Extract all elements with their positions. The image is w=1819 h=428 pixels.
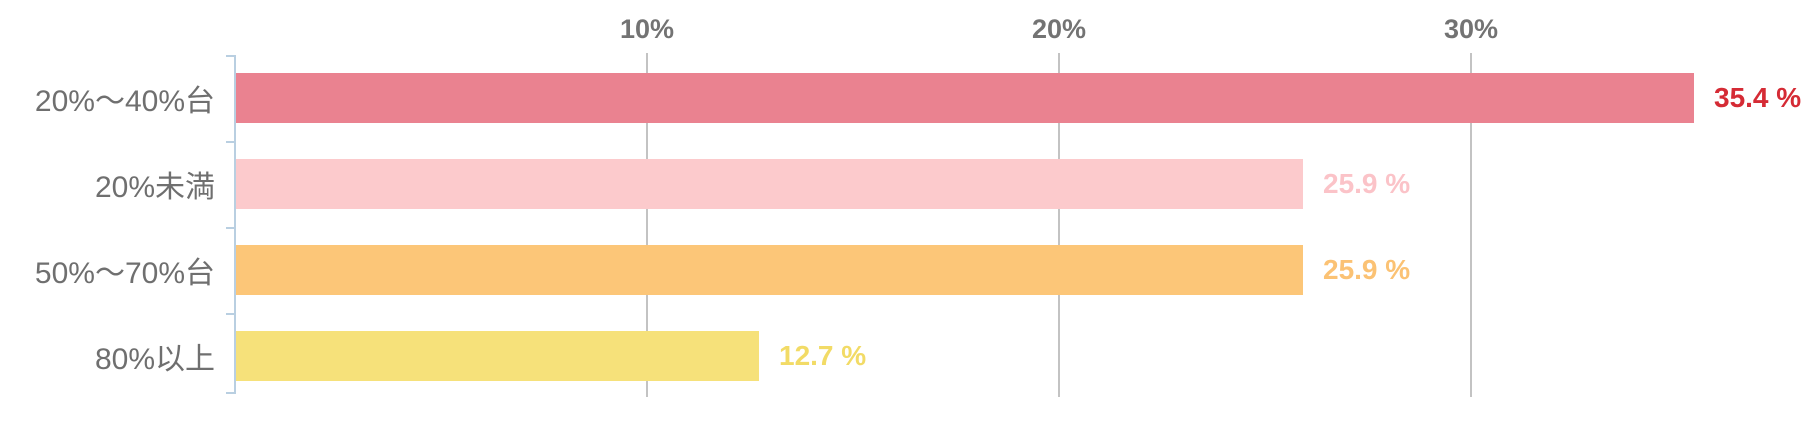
x-tick-label: 20% (1031, 14, 1087, 44)
value-label: 25.9 % (1323, 168, 1411, 199)
x-gridline (646, 53, 648, 397)
x-tick-label: 10% (619, 14, 675, 44)
bar (236, 245, 1303, 295)
y-axis-tick-mark (226, 313, 235, 315)
category-label: 20%〜40%台 (34, 85, 215, 118)
x-gridline (1058, 53, 1060, 397)
value-label: 35.4 % (1714, 82, 1802, 113)
value-label: 25.9 % (1323, 254, 1411, 285)
category-label: 20%未満 (94, 171, 215, 204)
y-axis-tick-mark (226, 55, 235, 57)
bar (236, 331, 759, 381)
category-label: 80%以上 (94, 343, 215, 376)
y-axis-tick-mark (226, 227, 235, 229)
y-axis-tick-mark (226, 141, 235, 143)
x-gridline (1470, 53, 1472, 397)
y-axis-tick-mark (226, 392, 235, 394)
bar (236, 73, 1694, 123)
y-axis-line (234, 55, 236, 394)
bar (236, 159, 1303, 209)
category-label: 50%〜70%台 (34, 257, 215, 290)
value-label: 12.7 % (779, 340, 867, 371)
x-tick-label: 30% (1443, 14, 1499, 44)
